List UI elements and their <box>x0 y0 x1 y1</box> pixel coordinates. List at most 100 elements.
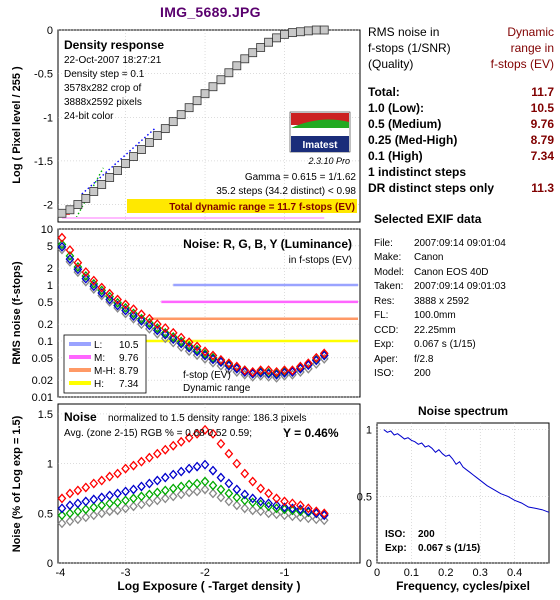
noise-pct-marker <box>121 503 130 514</box>
noise-pct-marker <box>192 461 202 472</box>
density-ytick-label: -0.5 <box>34 69 53 81</box>
summary-row-value: 7.34 <box>530 149 554 163</box>
noise-marker <box>113 294 122 305</box>
density-marker <box>176 110 186 120</box>
noise-pct-marker <box>224 448 234 459</box>
exif-key: Taken: <box>374 281 404 292</box>
noise-marker <box>311 352 321 363</box>
page-title: IMG_5689.JPG <box>160 4 261 20</box>
noise-pct-marker <box>176 436 186 447</box>
noise-pct-marker <box>65 488 75 499</box>
noise-pct-marker <box>248 476 258 487</box>
noise-marker <box>152 323 162 334</box>
total-dr-label: Total dynamic range = 11.7 f-stops (EV) <box>169 202 355 213</box>
density-marker <box>208 82 218 92</box>
noise-pct-marker <box>200 459 210 470</box>
density-panel: 0 -0.5 -1 -1.5 -2 Density response 22-Oct-20… <box>11 25 361 223</box>
summary-row-label: 1 indistinct steps <box>368 165 467 179</box>
legend-value: 10.5 <box>119 340 139 351</box>
noise-pct-marker <box>105 506 115 517</box>
dynamic-range-note: Dynamic range <box>183 383 251 394</box>
gamma-fit-line <box>81 127 157 195</box>
summary-left-header-line: f-stops (1/SNR) <box>368 41 451 55</box>
noise-pct-marker <box>73 485 83 496</box>
noise-marker <box>152 325 162 336</box>
spectrum-xtick-label: 0.2 <box>438 567 453 579</box>
summary-row-value: 8.79 <box>530 133 554 147</box>
exif-value: 2007:09:14 09:01:04 <box>414 237 506 249</box>
noise-pct-marker <box>145 452 154 463</box>
noise-pct-marker <box>113 468 122 479</box>
noise-marker <box>208 354 218 365</box>
logo-blue-band <box>291 136 349 152</box>
noise-pct-marker <box>200 476 210 487</box>
noise-pct-marker <box>319 515 329 526</box>
noise-pct-marker <box>89 478 99 489</box>
density-marker <box>248 48 258 58</box>
spectrum-yticks: 10.50 <box>357 425 372 570</box>
noise-marker <box>176 338 186 349</box>
noise-marker <box>65 254 75 265</box>
noise-pct-marker <box>152 495 162 506</box>
noise-marker <box>240 365 250 376</box>
noise-pct-marker <box>65 516 75 527</box>
noise-pct-marker <box>192 478 202 489</box>
noise-pct-xtick-label: -3 <box>121 567 131 579</box>
imatest-logo: Imatest <box>289 111 351 153</box>
total-dr-box <box>127 199 357 213</box>
noise-title: Noise: R, G, B, Y (Luminance) <box>183 237 352 251</box>
density-marker <box>73 200 83 209</box>
noise-ytick-label: 0.01 <box>32 392 53 404</box>
density-ytick-label: -1 <box>43 112 53 124</box>
noise-pct-plot-frame <box>57 403 361 564</box>
summary-row-label: 0.1 (High) <box>368 149 423 163</box>
dynamic-range-summary: RMS noise in f-stops (1/SNR) (Quality) D… <box>368 24 554 196</box>
noise-ytick-label: 10 <box>41 224 53 236</box>
noise-pct-marker <box>248 493 258 504</box>
noise-pct-marker <box>168 483 178 494</box>
noise-pct-marker <box>145 478 154 489</box>
exif-row: ISO: 200 <box>374 367 554 382</box>
summary-left-header: RMS noise in f-stops (1/SNR) (Quality) <box>368 24 451 72</box>
noise-pct-marker <box>264 488 273 499</box>
noise-marker <box>240 366 250 377</box>
noise-marker <box>216 355 226 366</box>
summary-row-value: 11.3 <box>531 181 554 195</box>
noise-pct-marker <box>272 509 281 520</box>
logo-green-arc <box>291 119 349 128</box>
density-marker <box>105 173 115 182</box>
noise-ytick-label: 1 <box>47 280 53 292</box>
exif-key: Aper: <box>374 353 398 365</box>
exif-key: FL: <box>374 310 389 321</box>
noise-pct-marker <box>97 500 107 511</box>
noise-pct-marker <box>57 510 67 521</box>
noise-marker <box>121 299 130 310</box>
noise-ytick-label: 5 <box>47 241 53 253</box>
exif-row: Model: Canon EOS 40D <box>374 266 554 281</box>
spectrum-exp-label: Exp: <box>385 543 407 554</box>
noise-pct-marker <box>105 498 115 509</box>
noise-marker <box>73 264 83 275</box>
legend-key: M-H: <box>94 366 116 377</box>
noise-marker <box>160 329 170 340</box>
noise-pct-marker <box>296 500 305 511</box>
noise-pct-marker <box>280 496 289 507</box>
noise-marker <box>89 275 99 286</box>
density-marker <box>81 194 91 203</box>
noise-pct-marker <box>160 493 170 504</box>
density-marker <box>121 159 130 168</box>
noise-marker <box>176 332 186 343</box>
noise-marker <box>65 250 75 261</box>
noise-marker <box>224 359 234 370</box>
density-marker <box>319 25 329 35</box>
spectrum-xtick-label: 0.3 <box>473 567 488 579</box>
noise-marker <box>57 232 67 243</box>
noise-pct-marker <box>137 499 146 510</box>
noise-marker <box>137 309 146 320</box>
noise-pct-marker <box>184 432 194 443</box>
exif-key: ISO: <box>374 368 395 379</box>
summary-row-label: 1.0 (Low): <box>368 101 424 115</box>
noise-pct-marker <box>311 514 321 525</box>
summary-row-label: DR distinct steps only <box>368 181 495 195</box>
exif-row: Taken: 2007:09:14 09:01:03 <box>374 280 554 295</box>
